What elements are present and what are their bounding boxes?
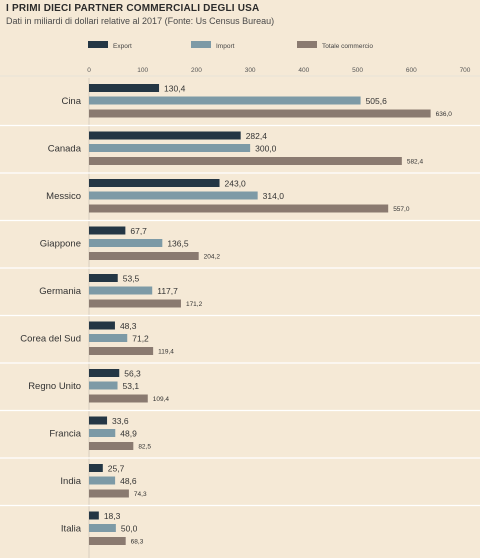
data-label: 117,7 — [157, 286, 178, 296]
bar-3 — [89, 347, 154, 355]
bar-3 — [89, 489, 129, 498]
data-label: 282,4 — [246, 131, 268, 141]
data-label: 204,2 — [204, 254, 221, 261]
data-label: 74,3 — [134, 491, 147, 498]
bar-1 — [89, 321, 115, 330]
bar-2 — [89, 381, 118, 390]
bar-3 — [89, 299, 181, 308]
bar-2 — [89, 191, 258, 200]
bar-3 — [89, 157, 402, 165]
bar-1 — [89, 464, 103, 472]
category-label: Cina — [61, 96, 81, 107]
data-label: 82,5 — [138, 444, 151, 451]
bar-3 — [89, 109, 431, 118]
bar-2 — [89, 96, 361, 105]
data-label: 314,0 — [263, 191, 285, 201]
chart-subtitle: Dati in miliardi di dollari relative al … — [6, 16, 275, 26]
data-label: 25,7 — [108, 464, 125, 474]
legend-swatch-2 — [191, 41, 211, 48]
legend-label-1: Export — [113, 43, 132, 50]
bar-2 — [89, 429, 116, 437]
x-tick-label: 500 — [352, 67, 363, 74]
category-label: Messico — [46, 191, 81, 202]
bar-2 — [89, 334, 128, 342]
bar-3 — [89, 394, 148, 403]
data-label: 505,6 — [366, 96, 388, 106]
bar-1 — [89, 131, 241, 140]
category-label: Corea del Sud — [20, 334, 81, 345]
data-label: 636,0 — [436, 111, 453, 118]
bar-1 — [89, 84, 160, 92]
bar-1 — [89, 179, 220, 187]
category-label: Germania — [39, 286, 81, 297]
bar-1 — [89, 416, 108, 425]
bar-2 — [89, 524, 116, 532]
bar-1 — [89, 226, 126, 235]
data-label: 109,4 — [153, 396, 170, 403]
data-label: 557,0 — [393, 206, 410, 213]
x-tick-label: 600 — [406, 67, 417, 74]
x-tick-label: 100 — [137, 67, 148, 74]
bar-1 — [89, 274, 118, 282]
data-label: 48,6 — [120, 476, 137, 486]
data-label: 171,2 — [186, 301, 203, 308]
legend-label-2: Import — [216, 43, 235, 50]
bar-3 — [89, 252, 199, 260]
data-label: 18,3 — [104, 511, 121, 521]
data-label: 130,4 — [164, 84, 186, 94]
bar-2 — [89, 239, 163, 247]
data-label: 53,5 — [123, 274, 140, 284]
category-label: Canada — [48, 144, 82, 155]
data-label: 33,6 — [112, 416, 129, 426]
data-label: 243,0 — [225, 179, 247, 189]
x-tick-label: 400 — [298, 67, 309, 74]
data-label: 56,3 — [124, 369, 141, 379]
data-label: 71,2 — [132, 334, 149, 344]
bar-2 — [89, 286, 153, 295]
bar-1 — [89, 511, 99, 520]
x-tick-label: 700 — [460, 67, 471, 74]
category-label: Italia — [61, 524, 82, 535]
bar-3 — [89, 537, 126, 545]
category-label: Regno Unito — [28, 381, 81, 392]
data-label: 48,3 — [120, 321, 137, 331]
category-label: Francia — [49, 429, 81, 440]
bar-2 — [89, 476, 116, 485]
data-label: 119,4 — [158, 349, 174, 356]
data-label: 48,9 — [120, 429, 137, 439]
data-label: 67,7 — [130, 226, 147, 236]
legend-swatch-3 — [297, 41, 317, 48]
data-label: 53,1 — [123, 381, 140, 391]
legend-label-3: Totale commercio — [322, 43, 373, 50]
category-label: India — [60, 476, 81, 487]
bar-3 — [89, 442, 134, 450]
data-label: 582,4 — [407, 159, 424, 166]
bar-3 — [89, 204, 389, 213]
legend-swatch-1 — [88, 41, 108, 48]
x-tick-label: 0 — [87, 67, 91, 74]
data-label: 68,3 — [131, 539, 144, 546]
x-tick-label: 300 — [245, 67, 256, 74]
chart-title: I PRIMI DIECI PARTNER COMMERCIALI DEGLI … — [6, 3, 260, 14]
data-label: 50,0 — [121, 524, 138, 534]
data-label: 136,5 — [167, 239, 189, 249]
bar-1 — [89, 369, 120, 377]
x-tick-label: 200 — [191, 67, 202, 74]
category-label: Giappone — [40, 239, 81, 250]
data-label: 300,0 — [255, 144, 277, 154]
bar-2 — [89, 144, 251, 152]
